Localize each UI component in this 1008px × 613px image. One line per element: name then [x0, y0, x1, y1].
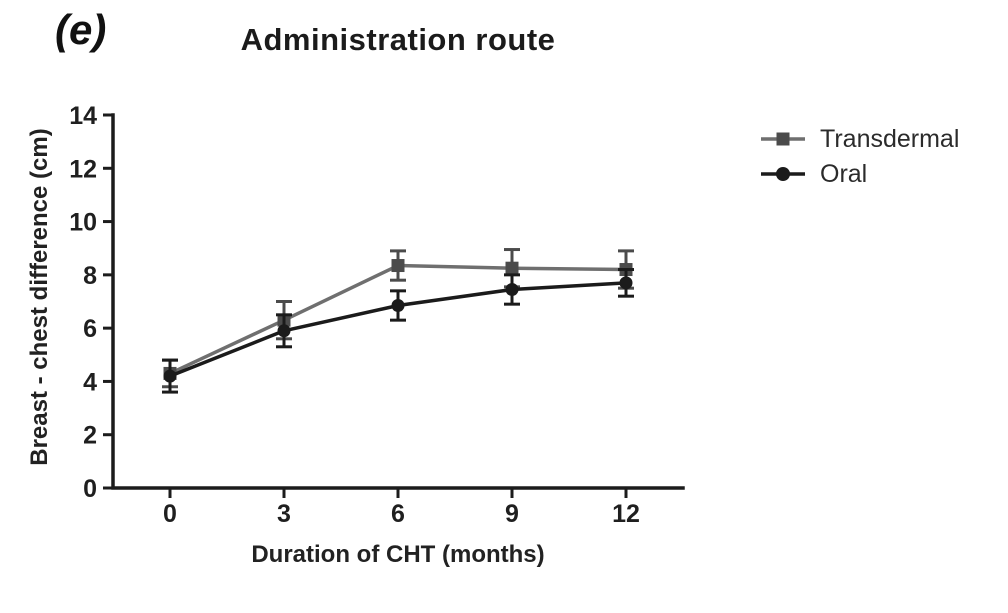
series-1-marker: [505, 283, 519, 297]
x-tick-label: 12: [612, 500, 640, 528]
legend-label-transdermal: Transdermal: [820, 124, 960, 153]
x-axis-label: Duration of CHT (months): [251, 541, 545, 568]
y-tick-label: 8: [83, 262, 97, 290]
x-tick-label: 6: [391, 500, 405, 528]
chart-title: Administration route: [240, 22, 556, 57]
oral-circle-marker-icon: [761, 167, 805, 181]
series-1-marker: [619, 276, 633, 290]
legend-item-transdermal: Transdermal: [760, 124, 959, 154]
y-tick-label: 0: [83, 475, 97, 503]
series-0-marker: [505, 261, 519, 275]
legend-item-oral: Oral: [760, 159, 959, 189]
series-1-marker: [163, 369, 177, 383]
series-0-marker: [391, 259, 405, 273]
panel-label: (e): [55, 6, 107, 53]
y-tick-label: 12: [69, 155, 97, 183]
series-1-marker: [391, 298, 405, 312]
y-tick-label: 14: [69, 102, 97, 130]
y-tick-label: 10: [69, 209, 97, 237]
y-tick-label: 2: [83, 422, 97, 450]
legend-label-oral: Oral: [820, 159, 868, 188]
x-tick-label: 9: [505, 500, 519, 528]
x-tick-label: 3: [277, 500, 291, 528]
legend: Transdermal Oral: [760, 124, 959, 194]
transdermal-square-marker-icon: [761, 132, 805, 146]
y-tick-label: 4: [83, 368, 97, 396]
y-axis-label: Breast - chest difference (cm): [26, 128, 53, 466]
x-tick-label: 0: [163, 500, 177, 528]
y-tick-label: 6: [83, 315, 97, 343]
series-1-marker: [277, 324, 291, 338]
